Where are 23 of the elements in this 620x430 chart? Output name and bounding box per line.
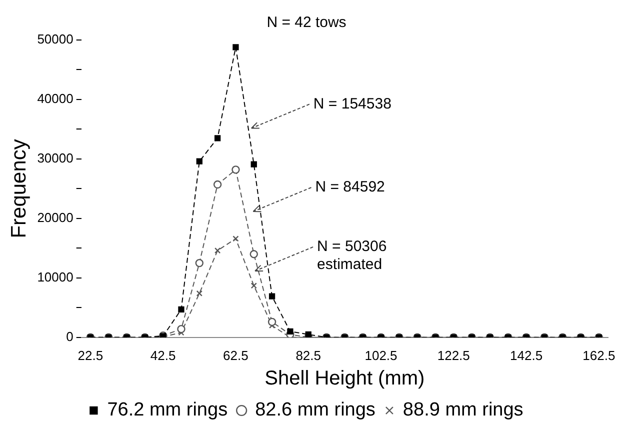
annotation: N = 50306 estimated [317,238,387,274]
x-tick-label: 102.5 [364,348,398,363]
y-tick-label: 40000 [37,91,74,106]
x-tick-label: 42.5 [150,348,176,363]
x-axis-title: Shell Height (mm) [264,368,425,390]
legend-label: 82.6 mm rings [255,400,376,421]
legend-label: 88.9 mm rings [402,400,524,421]
legend-label: 76.2 mm rings [107,400,228,421]
chart-title: N = 42 tows [266,14,346,32]
annotation: N = 84592 [315,178,385,196]
y-axis-title: Frequency [7,138,30,238]
annotation: N = 154538 [313,95,392,112]
y-tick-label: 30000 [37,150,74,166]
x-tick-label: 22.5 [78,348,104,363]
x-tick-label: 162.5 [582,348,616,363]
y-tick-label: 50000 [37,32,74,47]
x-tick-label: 142.5 [510,348,543,363]
x-tick-label: 122.5 [437,348,470,363]
y-tick-label: 20000 [37,210,74,226]
y-tick-label: 0 [66,328,74,344]
y-tick-label: 10000 [37,270,74,284]
x-tick-label: 82.5 [296,348,322,363]
x-tick-label: 62.5 [223,348,248,363]
